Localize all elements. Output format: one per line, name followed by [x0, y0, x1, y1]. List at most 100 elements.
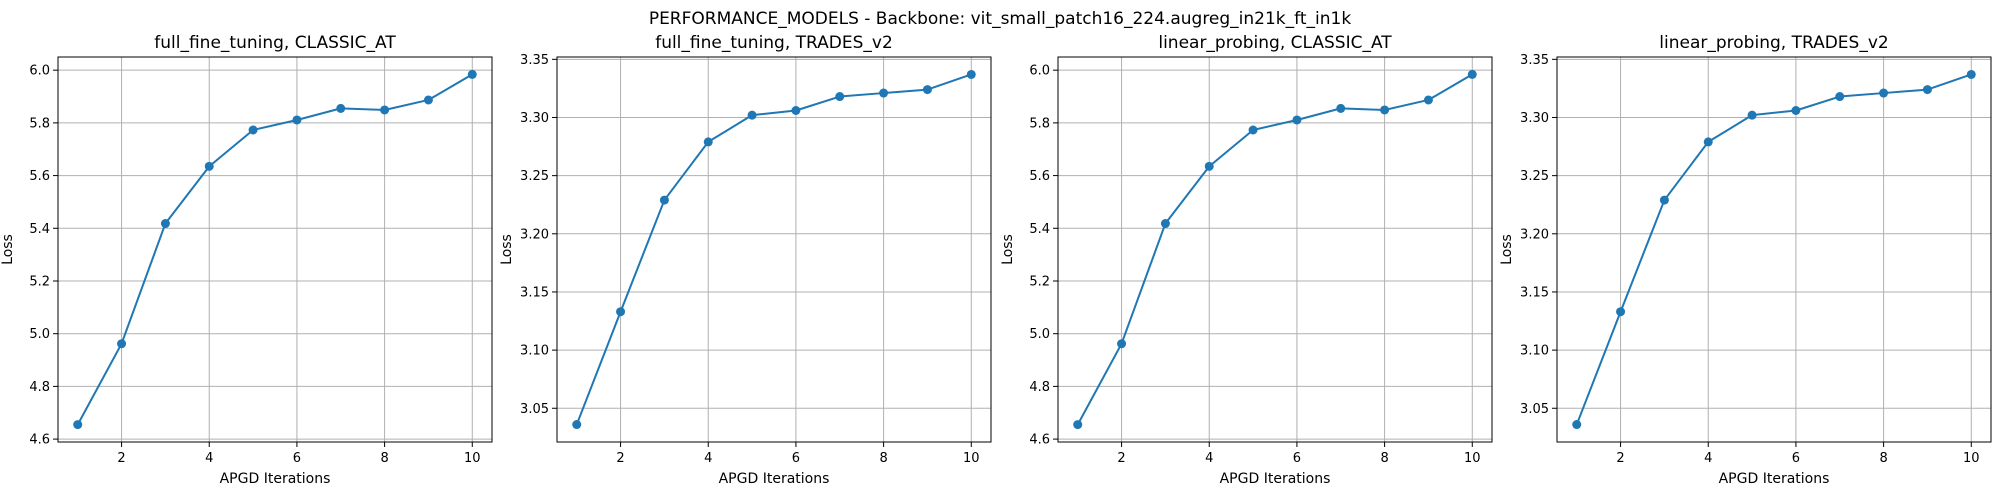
y-tick-label: 4.8 — [29, 380, 50, 395]
x-tick-label: 2 — [616, 451, 624, 466]
x-tick-label: 6 — [1792, 451, 1800, 466]
data-point — [1423, 95, 1433, 105]
x-tick-label: 2 — [117, 451, 125, 466]
y-tick-label: 5.4 — [1029, 222, 1050, 237]
series-line — [575, 73, 972, 425]
data-point — [1791, 106, 1801, 116]
data-point — [73, 420, 83, 430]
data-point — [1966, 69, 1976, 79]
data-point — [791, 106, 801, 116]
y-tick-label: 5.8 — [1029, 116, 1050, 131]
y-tick-label: 3.10 — [1520, 344, 1549, 359]
data-point — [1380, 105, 1390, 115]
y-tick-label: 3.20 — [1520, 227, 1549, 242]
y-tick-label: 6.0 — [29, 64, 50, 79]
data-point — [1073, 420, 1083, 430]
y-tick-label: 6.0 — [1029, 64, 1050, 79]
data-point — [160, 219, 170, 229]
data-point — [248, 125, 258, 135]
axes-frame — [1057, 56, 1493, 443]
data-point — [1835, 92, 1845, 102]
x-tick-label: 8 — [1380, 451, 1388, 466]
axes-frame — [556, 56, 992, 443]
data-point — [1204, 161, 1214, 171]
series-line — [1076, 73, 1473, 426]
x-axis-label: APGD Iterations — [220, 471, 331, 487]
subplot-1: 2 4 6 8 10 4.6 4.8 5.0 5.2 5.4 5.6 5.8 6.0 full_fine_… — [0, 33, 493, 487]
y-tick-label: 3.15 — [520, 285, 549, 300]
y-tick-label: 3.30 — [520, 111, 549, 126]
axes-frame — [57, 56, 493, 443]
data-point — [1160, 219, 1170, 229]
y-tick-label: 4.6 — [29, 433, 50, 448]
series-line — [76, 73, 473, 426]
x-tick-label: 8 — [1879, 451, 1887, 466]
data-point — [879, 88, 889, 98]
data-point — [747, 110, 757, 120]
y-tick-label: 3.35 — [1520, 53, 1549, 68]
y-tick-label: 3.35 — [520, 53, 549, 68]
y-tick-label: 5.2 — [29, 274, 50, 289]
y-tick-label: 5.8 — [29, 116, 50, 131]
data-point — [922, 85, 932, 95]
y-tick-label: 3.05 — [520, 402, 549, 417]
x-tick-label: 10 — [1464, 451, 1481, 466]
data-point — [204, 161, 214, 171]
y-axis-label: Loss — [0, 234, 16, 265]
y-tick-label: 4.6 — [1029, 433, 1050, 448]
x-tick-label: 4 — [1205, 451, 1213, 466]
data-point — [1336, 103, 1346, 113]
x-axis-label: APGD Iterations — [719, 471, 830, 487]
y-axis-label: Loss — [499, 234, 515, 265]
x-tick-label: 10 — [464, 451, 481, 466]
y-tick-label: 5.6 — [29, 169, 50, 184]
y-axis-label: Loss — [1499, 234, 1515, 265]
data-point — [572, 420, 582, 430]
y-tick-label: 3.25 — [520, 169, 549, 184]
x-tick-label: 10 — [1963, 451, 1980, 466]
subplot-title: linear_probing, CLASSIC_AT — [1158, 33, 1392, 53]
x-tick-label: 6 — [293, 451, 301, 466]
x-axis-label: APGD Iterations — [1220, 471, 1331, 487]
data-point — [1248, 125, 1258, 135]
y-tick-label: 5.4 — [29, 222, 50, 237]
y-axis-label: Loss — [1000, 234, 1016, 265]
subplot-4: 2 4 6 8 10 3.05 3.10 3.15 3.20 3.25 3.30 3.35 linear… — [1499, 33, 1992, 487]
x-tick-label: 2 — [1117, 451, 1125, 466]
y-tick-label: 3.05 — [1520, 402, 1549, 417]
data-point — [1922, 85, 1932, 95]
x-tick-label: 6 — [792, 451, 800, 466]
x-axis-label: APGD Iterations — [1719, 471, 1830, 487]
subplot-title: full_fine_tuning, TRADES_v2 — [655, 33, 893, 53]
axes-frame — [1556, 56, 1992, 443]
data-point — [1292, 115, 1302, 125]
data-point — [835, 92, 845, 102]
data-point — [292, 115, 302, 125]
data-point — [659, 195, 669, 205]
data-point — [1747, 110, 1757, 120]
subplot-2: 2 4 6 8 10 3.05 3.10 3.15 3.20 3.25 3.30 3.35 full_f… — [499, 33, 992, 487]
figure-suptitle: PERFORMANCE_MODELS - Backbone: vit_small… — [649, 9, 1352, 29]
y-tick-label: 5.0 — [1029, 327, 1050, 342]
y-tick-label: 3.30 — [1520, 111, 1549, 126]
data-point — [1659, 195, 1669, 205]
y-tick-label: 5.0 — [29, 327, 50, 342]
data-point — [616, 307, 626, 317]
x-tick-label: 4 — [205, 451, 213, 466]
subplot-title: full_fine_tuning, CLASSIC_AT — [154, 33, 396, 53]
x-tick-label: 8 — [879, 451, 887, 466]
y-tick-label: 3.10 — [520, 344, 549, 359]
data-point — [1117, 339, 1127, 349]
y-tick-label: 4.8 — [1029, 380, 1050, 395]
data-point — [703, 137, 713, 147]
x-tick-label: 6 — [1293, 451, 1301, 466]
y-tick-label: 3.15 — [1520, 285, 1549, 300]
data-point — [467, 69, 477, 79]
data-point — [380, 105, 390, 115]
data-point — [423, 95, 433, 105]
data-point — [1703, 137, 1713, 147]
x-tick-label: 4 — [704, 451, 712, 466]
series-line — [1575, 73, 1972, 425]
subplot-3: 2 4 6 8 10 4.6 4.8 5.0 5.2 5.4 5.6 5.8 6.0 linear_pro… — [1000, 33, 1493, 487]
